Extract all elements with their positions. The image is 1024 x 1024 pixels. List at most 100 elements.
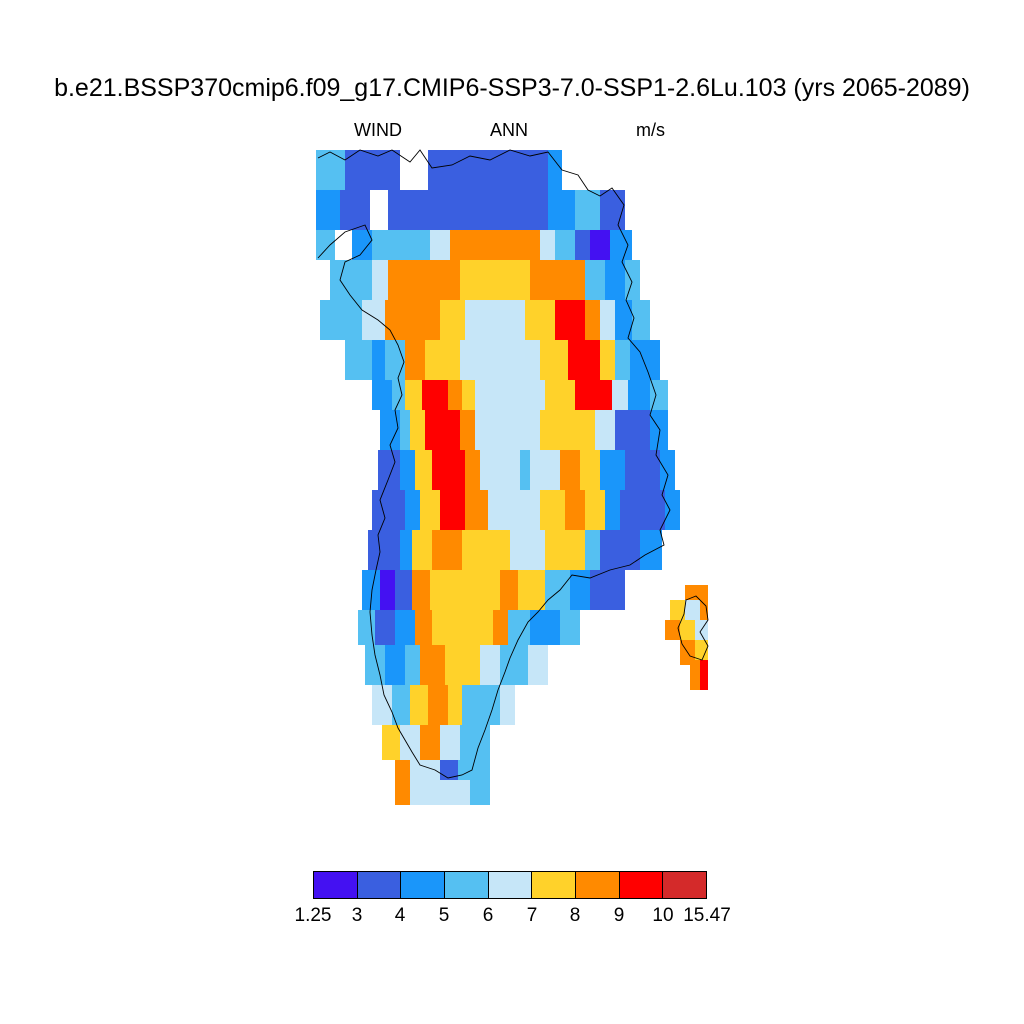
wind-cell <box>368 530 400 570</box>
wind-cell <box>422 380 448 410</box>
wind-cell <box>555 300 585 340</box>
wind-cell <box>382 725 400 760</box>
wind-cell <box>462 530 480 570</box>
wind-cell <box>700 600 708 620</box>
wind-cell <box>392 685 410 725</box>
wind-cell <box>432 610 465 645</box>
wind-cell <box>412 570 430 610</box>
colorbar-tick-label: 15.47 <box>683 905 731 926</box>
wind-cell <box>385 340 405 380</box>
wind-cell <box>585 300 600 340</box>
colorbar-bin <box>619 871 664 899</box>
wind-cell <box>410 410 425 450</box>
wind-cell <box>568 340 600 380</box>
wind-cell <box>395 760 410 805</box>
wind-cell <box>432 450 465 490</box>
wind-cell <box>405 645 420 685</box>
wind-cell <box>475 760 490 805</box>
colorbar-bin <box>663 871 708 899</box>
wind-cell <box>440 490 465 530</box>
wind-cell <box>625 260 640 300</box>
wind-cell <box>530 610 560 645</box>
colorbar-bin <box>357 871 402 899</box>
wind-cell <box>340 190 370 230</box>
wind-cell <box>372 490 405 530</box>
wind-cell <box>528 645 548 685</box>
wind-cell <box>488 490 540 530</box>
wind-cell <box>548 190 575 230</box>
wind-cell <box>462 685 500 725</box>
wind-cell <box>493 610 508 645</box>
colorbar-tick-label: 7 <box>526 905 538 926</box>
wind-cell <box>620 490 665 530</box>
wind-cell <box>412 530 432 570</box>
wind-cell <box>392 380 405 410</box>
wind-cell <box>430 190 475 230</box>
wind-cell <box>380 570 395 610</box>
wind-cell <box>420 645 445 685</box>
wind-cell <box>388 190 430 230</box>
wind-cell <box>665 490 680 530</box>
colorbar-tick-label: 10 <box>652 905 674 926</box>
wind-cell <box>575 380 612 410</box>
wind-cell <box>685 600 700 620</box>
wind-cell <box>540 410 565 450</box>
wind-cell <box>460 570 500 610</box>
wind-cell <box>405 380 422 410</box>
wind-field-cells <box>316 150 708 805</box>
wind-cell <box>580 450 600 490</box>
wind-cell <box>448 380 462 410</box>
wind-cell <box>600 530 640 570</box>
wind-cell <box>445 645 480 685</box>
colorbar-tick-label: 3 <box>351 905 363 926</box>
wind-cell <box>320 300 340 340</box>
wind-cell <box>595 410 615 450</box>
wind-cell <box>440 725 460 760</box>
wind-cell <box>400 725 420 760</box>
wind-cell <box>475 380 545 410</box>
wind-cell <box>590 230 610 260</box>
wind-cell <box>500 570 518 610</box>
season-label: ANN <box>490 120 529 140</box>
colorbar <box>313 871 708 899</box>
wind-cell <box>585 260 605 300</box>
wind-cell <box>545 530 565 570</box>
wind-cell <box>480 645 500 685</box>
wind-cell <box>670 600 685 620</box>
wind-cell <box>362 570 380 610</box>
wind-cell <box>400 450 415 490</box>
wind-cell <box>460 340 540 380</box>
wind-cell <box>560 260 585 300</box>
wind-cell <box>508 610 530 645</box>
wind-cell <box>600 340 615 380</box>
wind-cell <box>432 530 462 570</box>
wind-cell <box>380 410 400 450</box>
wind-cell <box>565 410 595 450</box>
wind-cell <box>540 340 568 380</box>
wind-cell <box>475 410 540 450</box>
wind-cell <box>680 620 695 640</box>
wind-cell <box>420 725 440 760</box>
wind-cell <box>510 530 545 570</box>
wind-cell <box>460 260 530 300</box>
variable-label: WIND <box>354 120 402 140</box>
colorbar-bin <box>532 871 577 899</box>
wind-cell <box>450 230 540 260</box>
wind-cell <box>372 685 392 725</box>
wind-cell <box>500 685 515 725</box>
wind-cell <box>530 260 560 300</box>
wind-cell <box>585 530 600 570</box>
wind-cell <box>640 530 662 570</box>
wind-cell <box>545 570 570 610</box>
wind-cell <box>425 340 460 380</box>
wind-cell <box>415 450 432 490</box>
wind-cell <box>385 645 405 685</box>
wind-cell <box>428 685 448 725</box>
wind-cell <box>352 230 372 260</box>
wind-cell <box>465 490 488 530</box>
wind-cell <box>475 190 548 230</box>
wind-cell <box>388 260 420 300</box>
wind-cell <box>420 260 460 300</box>
iceland-coastline <box>677 595 709 661</box>
